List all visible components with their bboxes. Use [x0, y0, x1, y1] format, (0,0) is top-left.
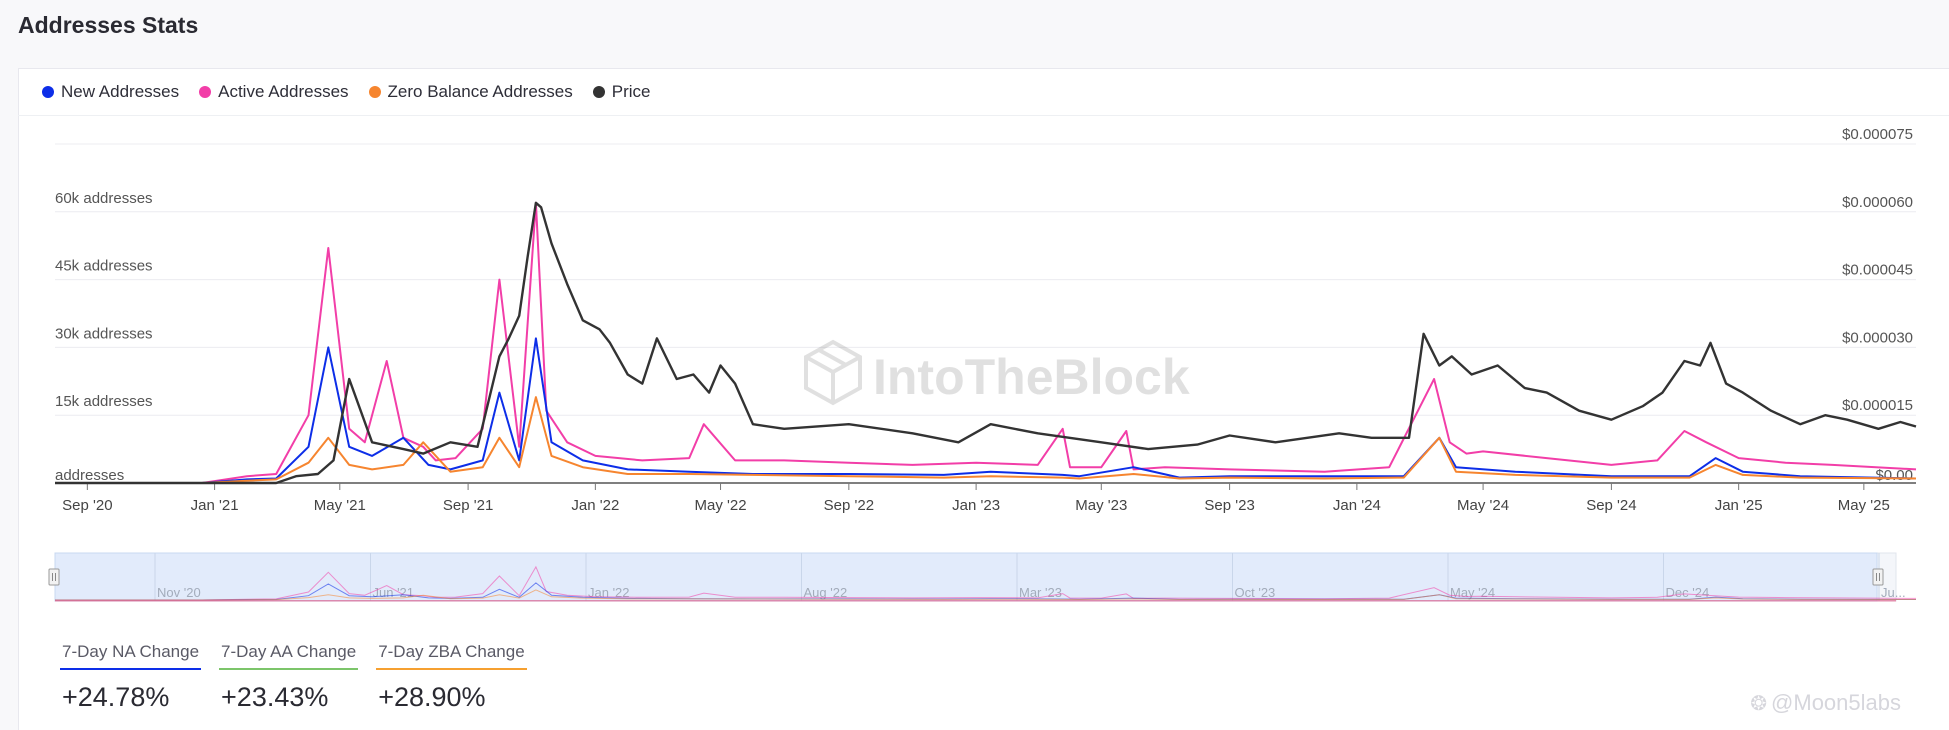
page-title: Addresses Stats	[18, 12, 199, 38]
y-left-tick-label: addresses	[55, 467, 124, 484]
grid-layer	[55, 143, 1916, 484]
stat-na-change[interactable]: 7-Day NA Change +24.78%	[60, 640, 202, 713]
x-tick-label: May '22	[695, 497, 747, 514]
x-tick-label: Sep '24	[1586, 497, 1636, 514]
share-icon: ❂	[1750, 693, 1768, 715]
legend-item-price[interactable]: Price	[592, 82, 651, 102]
y-left-tick-label: 15k addresses	[55, 393, 153, 410]
legend-dot-zero-balance-addresses	[368, 86, 381, 98]
stat-value: +28.90%	[378, 682, 486, 712]
stat-label[interactable]: 7-Day NA Change	[60, 640, 202, 670]
navigator-labels: Nov '20 Jun '21 Jan '22 Aug '22 Mar '23 Oct '…	[154, 553, 1906, 601]
legend-item-new-addresses[interactable]: New Addresses	[42, 82, 179, 102]
credit-text: @Moon5labs	[1771, 690, 1901, 715]
stat-zba-change[interactable]: 7-Day ZBA Change +28.90%	[376, 640, 527, 713]
navigator-series-zero-balance-addresses	[55, 589, 1917, 601]
x-tick-label: Jan '25	[1715, 497, 1763, 514]
stats-row: 7-Day NA Change +24.78% 7-Day AA Change …	[60, 640, 527, 713]
chart-legend: New Addresses Active Addresses Zero Bala…	[42, 82, 650, 102]
legend-label: Zero Balance Addresses	[387, 82, 573, 101]
intotheblock-watermark: IntoTheBlock	[804, 339, 1190, 406]
navigator-outline-line	[55, 600, 1896, 602]
y-right-tick-label: $0.00	[1875, 467, 1913, 484]
x-tick-label: Jan '22	[571, 497, 619, 514]
y-right-tick-label: $0.000045	[1842, 262, 1913, 279]
x-tick-label: Sep '22	[824, 497, 874, 514]
legend-label: New Addresses	[61, 82, 180, 101]
navigator-label: Jan '22	[588, 585, 630, 600]
x-tick-label: Jan '24	[1333, 497, 1381, 514]
x-tick-label: May '24	[1457, 497, 1509, 514]
navigator-label: Ju...	[1881, 585, 1906, 600]
x-tick-label: Jan '23	[952, 497, 1000, 514]
x-tick-label: Sep '23	[1204, 497, 1254, 514]
stat-value: +24.78%	[62, 682, 170, 712]
x-tick-label: May '21	[314, 497, 366, 514]
stat-value: +23.43%	[221, 682, 329, 712]
legend-item-active-addresses[interactable]: Active Addresses	[199, 82, 349, 102]
y-left-tick-label: 60k addresses	[55, 190, 153, 207]
navigator-label: Nov '20	[157, 585, 201, 600]
y-left-tick-label: 45k addresses	[55, 258, 153, 275]
navigator-label: Aug '22	[804, 585, 848, 600]
y-left-tick-label: 30k addresses	[55, 325, 153, 342]
stat-label[interactable]: 7-Day ZBA Change	[376, 640, 527, 670]
navigator-label: Oct '23	[1235, 585, 1276, 600]
series-line-active-addresses	[55, 201, 1917, 484]
x-tick-label: May '25	[1838, 497, 1890, 514]
navigator-selection[interactable]	[54, 552, 1878, 602]
intotheblock-logo-icon	[804, 339, 862, 406]
x-tick-label: Sep '21	[443, 497, 493, 514]
legend-dot-new-addresses	[42, 86, 54, 98]
navigator-series	[55, 565, 1917, 601]
navigator-label: Dec '24	[1666, 585, 1710, 600]
x-tick-label: May '23	[1075, 497, 1127, 514]
y-right-tick-label: $0.000060	[1842, 194, 1913, 211]
legend-item-zero-balance-addresses[interactable]: Zero Balance Addresses	[368, 82, 573, 102]
legend-dot-price	[592, 86, 605, 98]
x-tick-label: Sep '20	[62, 497, 112, 514]
watermark-text: IntoTheBlock	[873, 349, 1190, 405]
y-right-tick-label: $0.000015	[1842, 397, 1913, 414]
navigator-label: Mar '23	[1019, 585, 1062, 600]
range-navigator[interactable]: Nov '20 Jun '21 Jan '22 Aug '22 Mar '23 Oct '…	[48, 552, 1917, 602]
navigator-series-active-addresses	[55, 565, 1917, 601]
y-right-tick-label: $0.000075	[1842, 126, 1913, 143]
series-layer	[55, 201, 1917, 485]
legend-divider	[18, 115, 1949, 116]
navigator-right-handle[interactable]	[1872, 568, 1884, 586]
series-line-zero-balance-addresses	[55, 396, 1917, 484]
stat-label[interactable]: 7-Day AA Change	[219, 640, 359, 670]
navigator-left-handle[interactable]	[48, 568, 60, 586]
axis-layer: $0.00 $0.000015 $0.000030 $0.000045 $0.00006…	[55, 126, 1916, 514]
series-line-price	[55, 201, 1917, 485]
source-credit: ❂ @Moon5labs	[1750, 690, 1901, 716]
legend-dot-active-addresses	[199, 86, 212, 98]
stat-aa-change[interactable]: 7-Day AA Change +23.43%	[219, 640, 359, 713]
y-right-tick-label: $0.000030	[1842, 329, 1913, 346]
legend-label: Active Addresses	[218, 82, 349, 101]
x-tick-label: Jan '21	[191, 497, 239, 514]
legend-label: Price	[611, 82, 651, 101]
